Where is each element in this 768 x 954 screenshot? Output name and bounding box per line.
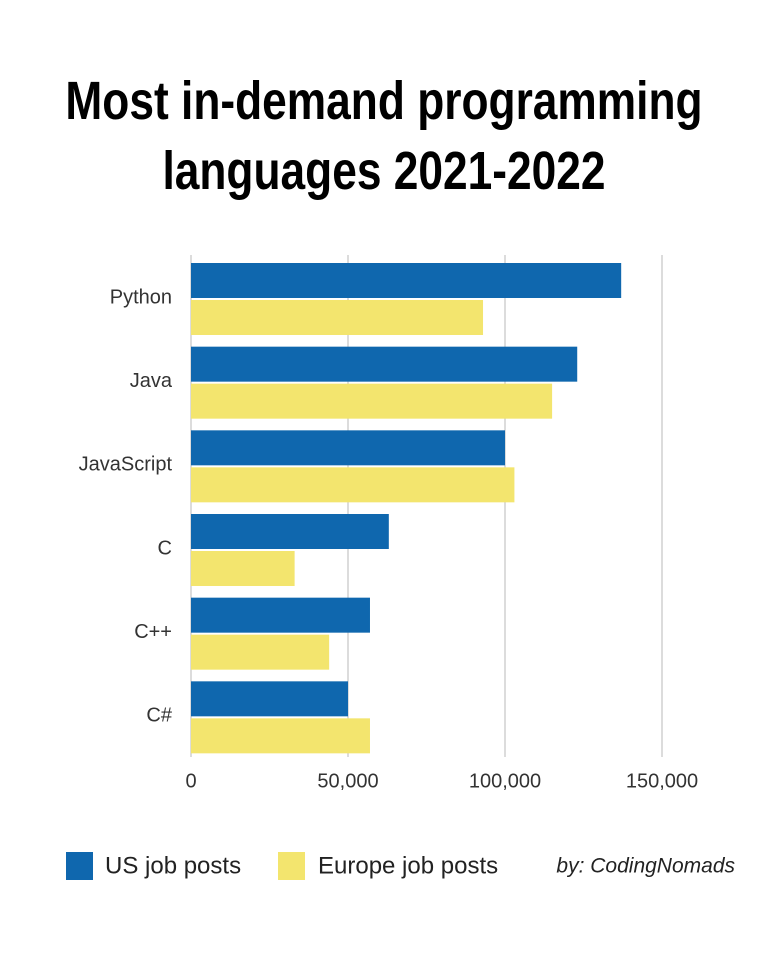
bar: [191, 346, 578, 382]
legend-label: Europe job posts: [318, 852, 498, 879]
y-tick-label: Python: [110, 286, 172, 308]
bar: [191, 551, 295, 586]
y-tick-label: C: [158, 537, 172, 559]
chart-title: Most in-demand programming languages 202…: [65, 71, 703, 201]
bar: [191, 300, 484, 335]
bar: [191, 718, 370, 754]
bar: [191, 514, 389, 549]
bar: [191, 263, 622, 298]
y-tick-label: C++: [134, 621, 172, 643]
x-tick-label: 100,000: [469, 770, 541, 792]
bar: [191, 467, 515, 503]
y-tick-label: Java: [130, 370, 173, 392]
bar: [191, 597, 370, 633]
legend-label: US job posts: [105, 852, 241, 879]
x-tick-label: 50,000: [317, 770, 378, 792]
x-tick-label: 150,000: [626, 770, 698, 792]
bar: [191, 681, 348, 717]
y-tick-label: JavaScript: [79, 454, 173, 476]
source: by: CodingNomads: [556, 855, 735, 878]
bar: [191, 634, 330, 670]
y-tick-label: C#: [146, 705, 172, 727]
legend-swatch: [66, 852, 93, 880]
bar: [191, 383, 553, 419]
legend-swatch: [278, 852, 305, 880]
x-tick-label: 0: [185, 770, 196, 792]
bar: [191, 430, 505, 466]
